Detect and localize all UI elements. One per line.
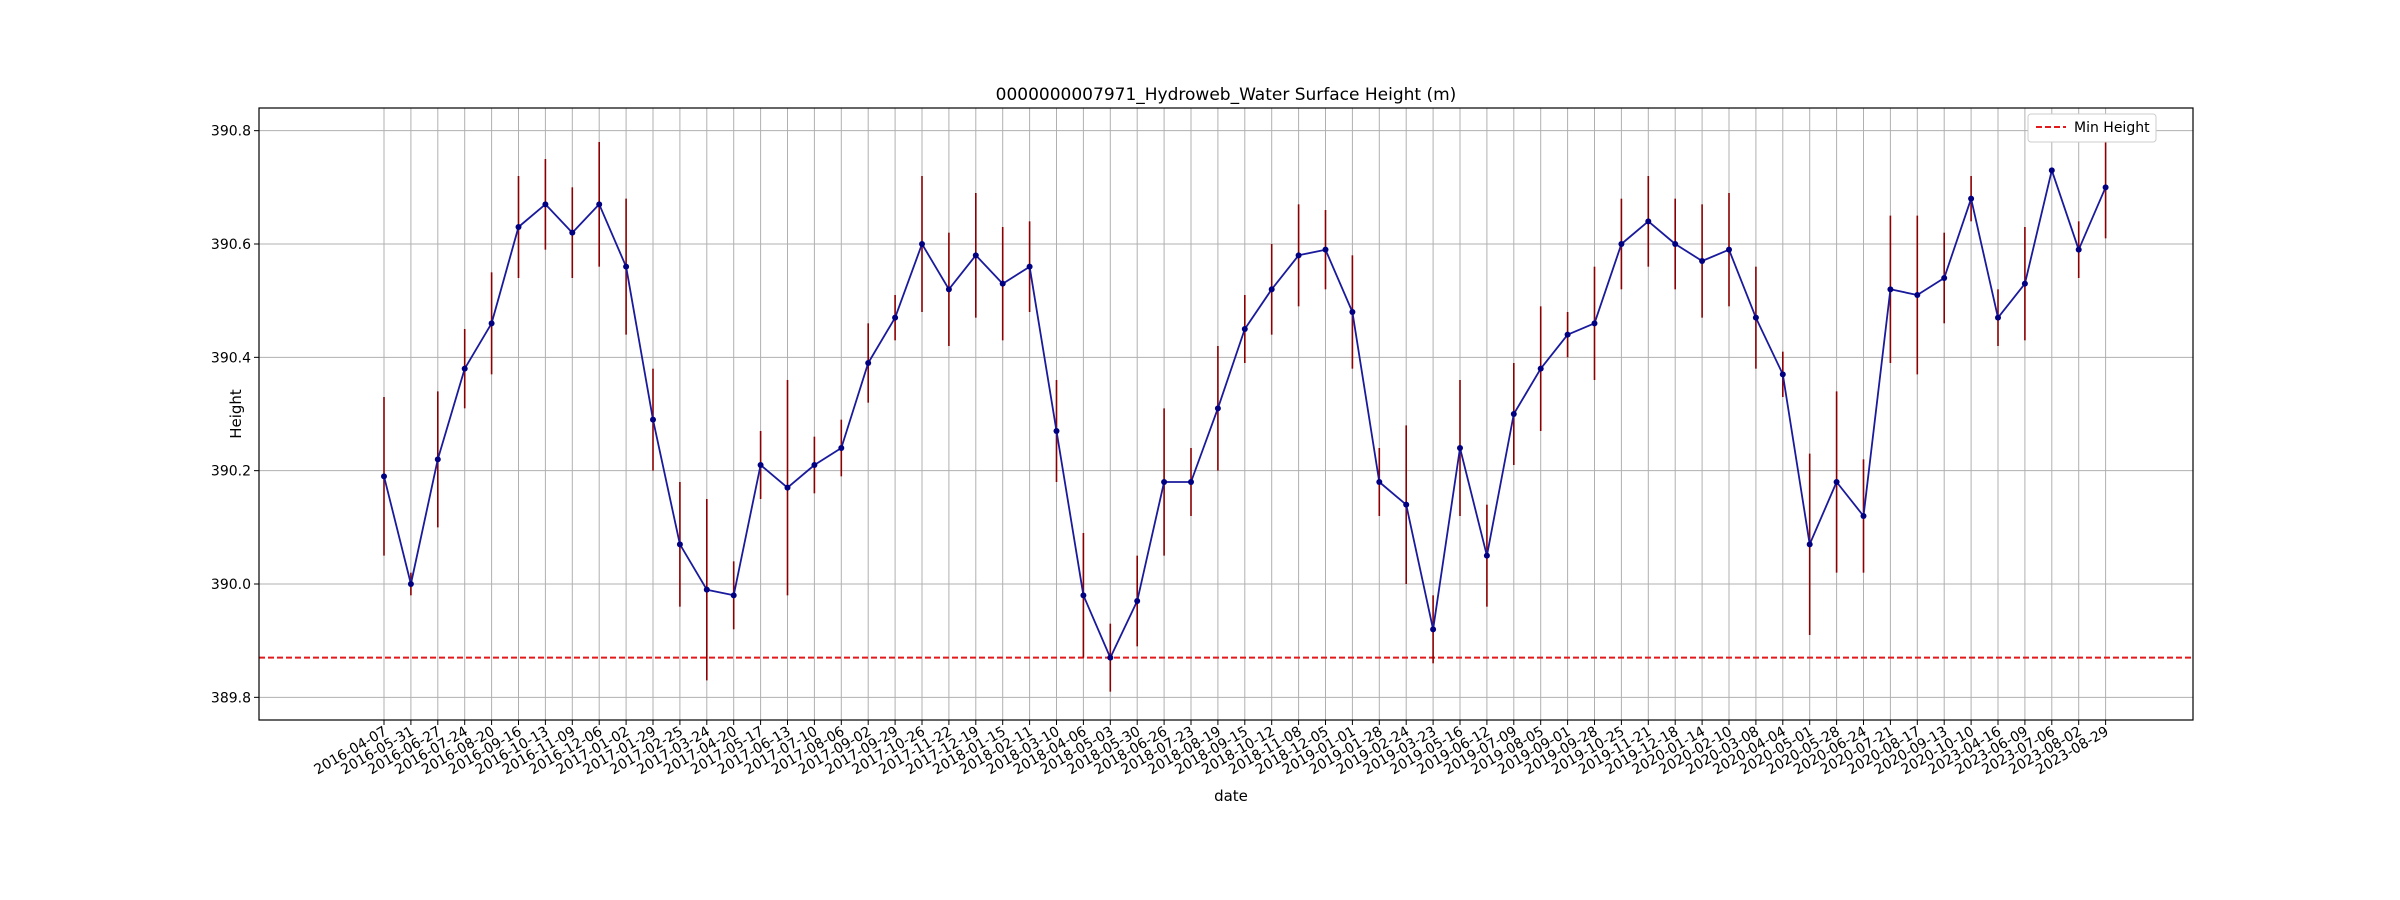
data-point bbox=[1752, 314, 1759, 321]
data-point bbox=[488, 320, 495, 327]
legend-min-height-label: Min Height bbox=[2074, 120, 2150, 136]
data-point bbox=[999, 280, 1006, 287]
data-point bbox=[945, 286, 952, 293]
data-point bbox=[1403, 501, 1410, 508]
x-axis-ticks: 2016-04-072016-05-312016-06-272016-07-24… bbox=[312, 720, 2112, 778]
data-point bbox=[1457, 445, 1463, 451]
legend-box bbox=[2027, 113, 2157, 143]
data-point bbox=[1214, 405, 1221, 412]
data-point bbox=[1107, 654, 1114, 661]
data-point bbox=[1887, 286, 1894, 293]
y-tick-label: 389.8 bbox=[211, 690, 251, 706]
legend: Min Height bbox=[2027, 113, 2157, 143]
data-point bbox=[730, 592, 737, 599]
data-point bbox=[1941, 275, 1948, 281]
data-point bbox=[757, 462, 764, 468]
data-point bbox=[596, 201, 603, 208]
data-point bbox=[1295, 252, 1302, 259]
data-point bbox=[650, 416, 656, 423]
data-point bbox=[703, 586, 710, 593]
data-point bbox=[1726, 246, 1732, 253]
data-point bbox=[1349, 309, 1356, 315]
data-point bbox=[623, 263, 630, 270]
data-point bbox=[1026, 263, 1033, 270]
data-point bbox=[838, 445, 845, 451]
data-point bbox=[1537, 365, 1544, 372]
data-point bbox=[1591, 320, 1598, 327]
data-point bbox=[972, 252, 979, 259]
data-point bbox=[407, 581, 414, 587]
data-point bbox=[569, 229, 576, 236]
data-point bbox=[2075, 246, 2082, 253]
data-point bbox=[1376, 479, 1383, 485]
data-point bbox=[919, 241, 925, 247]
data-point bbox=[1968, 195, 1975, 202]
data-point bbox=[1134, 598, 1141, 604]
data-point bbox=[1483, 552, 1490, 559]
data-point bbox=[1672, 241, 1679, 247]
y-tick-label: 390.4 bbox=[211, 350, 251, 366]
data-point bbox=[1510, 411, 1517, 417]
y-tick-label: 390.6 bbox=[211, 237, 251, 253]
data-point bbox=[1053, 428, 1060, 434]
data-point bbox=[1322, 246, 1329, 253]
data-point bbox=[542, 201, 549, 208]
data-point bbox=[1080, 592, 1087, 599]
data-points bbox=[381, 167, 2109, 661]
data-point bbox=[1806, 541, 1813, 548]
data-point bbox=[2048, 167, 2055, 174]
data-point bbox=[1268, 286, 1275, 293]
y-axis-ticks: 389.8 390.0 390.2 390.4 390.6 390.8 bbox=[211, 124, 259, 706]
y-tick-label: 390.2 bbox=[211, 464, 251, 480]
data-point bbox=[1833, 479, 1840, 485]
data-point bbox=[381, 473, 387, 480]
data-point bbox=[2021, 280, 2028, 287]
data-point bbox=[1645, 218, 1652, 225]
data-point bbox=[784, 484, 791, 491]
data-point bbox=[1995, 314, 2001, 321]
data-point bbox=[1860, 513, 1867, 519]
y-axis-title: Height bbox=[227, 389, 245, 439]
y-tick-label: 390.8 bbox=[211, 124, 251, 140]
data-point bbox=[1618, 241, 1625, 247]
data-point bbox=[892, 314, 899, 321]
data-point bbox=[2102, 184, 2109, 191]
data-point bbox=[1914, 292, 1921, 298]
chart-title: 0000000007971_Hydroweb_Water Surface Hei… bbox=[996, 85, 1457, 105]
data-point bbox=[1241, 326, 1248, 332]
data-point bbox=[1779, 371, 1786, 378]
plot-frame bbox=[258, 107, 2194, 721]
data-point bbox=[811, 462, 818, 468]
data-point bbox=[434, 456, 441, 463]
y-tick-label: 390.0 bbox=[211, 577, 251, 593]
data-point bbox=[1161, 479, 1168, 485]
data-point bbox=[1430, 626, 1437, 633]
x-axis-title: date bbox=[1214, 787, 1248, 805]
data-point bbox=[676, 541, 683, 548]
data-point bbox=[865, 360, 872, 366]
data-point bbox=[515, 224, 522, 230]
data-point bbox=[1699, 258, 1706, 264]
data-point bbox=[461, 365, 468, 372]
data-point bbox=[1564, 331, 1571, 338]
data-point bbox=[1188, 479, 1194, 485]
